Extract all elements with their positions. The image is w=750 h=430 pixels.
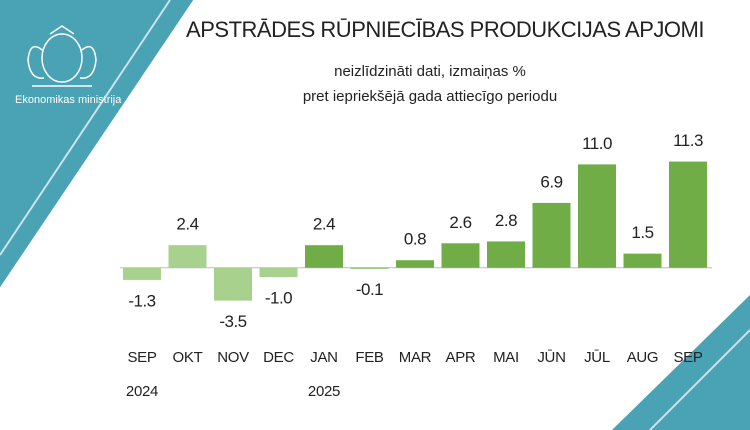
value-label: 6.9 xyxy=(540,172,562,191)
bar xyxy=(487,241,525,268)
x-tick-label: AUG xyxy=(627,349,659,366)
logo xyxy=(27,25,97,87)
value-label: 2.4 xyxy=(313,215,335,234)
bar xyxy=(669,161,707,268)
x-tick-label: JAN xyxy=(310,349,337,366)
bar xyxy=(441,243,480,268)
value-label: 11.3 xyxy=(673,131,703,150)
chart-subtitle: pret iepriekšējā gada attiecīgo periodu xyxy=(303,88,557,105)
x-year-label: 2024 xyxy=(126,383,158,400)
x-tick-label: APR xyxy=(446,349,476,366)
x-tick-label: FEB xyxy=(355,349,384,366)
bar xyxy=(305,245,343,268)
chart-title: APSTRĀDES RŪPNIECĪBAS PRODUKCIJAS APJOMI xyxy=(186,17,704,42)
x-tick-label: MAI xyxy=(493,349,519,366)
bar xyxy=(396,260,434,268)
decor-stripe xyxy=(0,0,171,256)
value-label: -1.3 xyxy=(128,291,155,310)
x-tick-label: JŪL xyxy=(584,349,610,366)
value-label: 2.4 xyxy=(176,215,198,234)
x-tick-label: OKT xyxy=(173,349,203,366)
value-label: 2.6 xyxy=(449,213,471,232)
value-label: 0.8 xyxy=(404,230,426,249)
corner-panel xyxy=(612,295,750,430)
value-label: 11.0 xyxy=(582,134,612,153)
x-tick-label: JŪN xyxy=(537,349,565,366)
bar xyxy=(532,202,571,268)
x-tick-label: NOV xyxy=(217,349,249,366)
chart-subtitle: neizlīdzināti dati, izmaiņas % xyxy=(334,63,526,80)
bar xyxy=(578,164,616,268)
value-label: -1.0 xyxy=(265,289,292,308)
value-label: -0.1 xyxy=(356,280,383,299)
org-name: Ekonomikas ministrija xyxy=(15,94,122,106)
bar xyxy=(623,253,662,268)
x-tick-label: MAR xyxy=(399,349,432,366)
bar xyxy=(168,245,207,268)
decor-stripe xyxy=(649,329,750,430)
value-label: 1.5 xyxy=(631,223,653,242)
value-label: 2.8 xyxy=(495,211,517,230)
x-year-label: 2025 xyxy=(308,383,340,400)
bar xyxy=(214,267,252,301)
x-tick-label: SEP xyxy=(673,349,702,366)
decor-stripe xyxy=(0,0,197,291)
bar xyxy=(123,267,161,280)
bar xyxy=(259,267,298,278)
bar xyxy=(350,267,389,269)
value-label: -3.5 xyxy=(219,312,246,331)
x-tick-label: DEC xyxy=(263,349,294,366)
x-tick-label: SEP xyxy=(127,349,156,366)
